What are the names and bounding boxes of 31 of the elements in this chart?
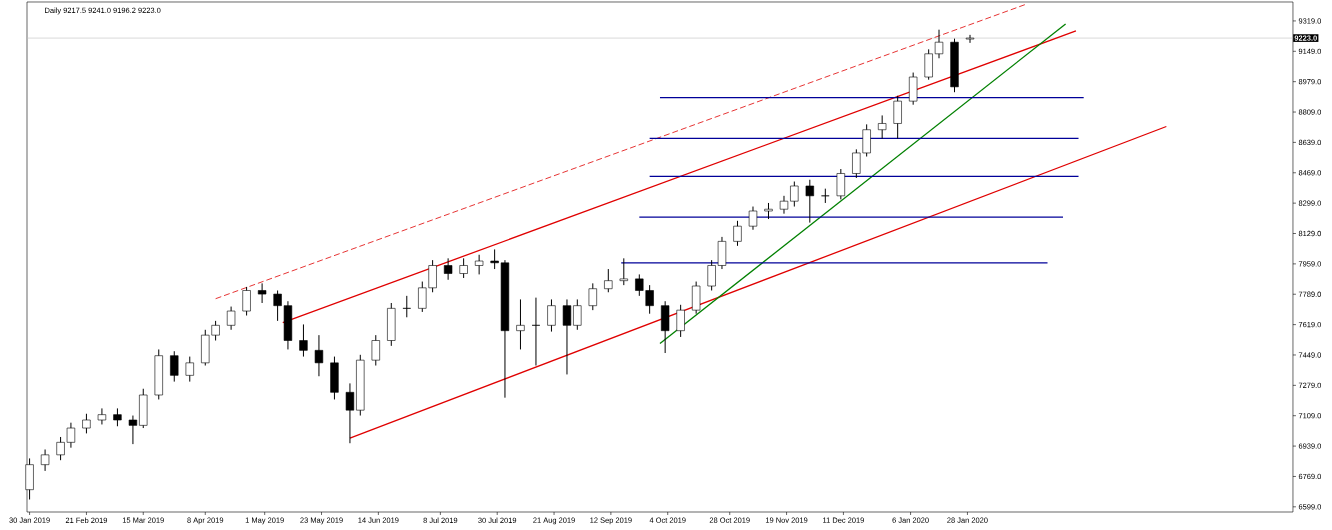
candlestick — [170, 350, 179, 383]
candlestick — [314, 334, 324, 377]
candlestick — [965, 34, 975, 44]
candlestick — [588, 282, 597, 311]
candlestick — [371, 334, 380, 367]
candlestick — [805, 179, 814, 224]
candlestick — [547, 298, 556, 333]
candlestick — [242, 286, 251, 316]
candlestick — [604, 268, 613, 293]
candlestick — [185, 356, 194, 383]
candlestick — [40, 448, 50, 472]
candlestick — [97, 407, 107, 425]
candlestick — [676, 304, 685, 338]
candlestick — [443, 257, 453, 281]
candlestick — [573, 298, 582, 331]
candlestick — [516, 298, 525, 350]
candlestick — [226, 306, 236, 331]
candlestick — [474, 254, 484, 275]
candlestick — [257, 282, 267, 304]
candlestick — [299, 323, 308, 358]
candlestick — [562, 298, 572, 375]
candlestick — [128, 415, 138, 445]
candlestick — [893, 95, 902, 140]
candlestick — [82, 413, 91, 434]
candlestick — [836, 168, 845, 200]
candlestick — [733, 220, 742, 247]
candlestick — [459, 257, 468, 279]
candlestick — [877, 114, 887, 140]
candlestick — [345, 382, 355, 444]
candlestick — [619, 257, 628, 286]
candlestick — [748, 206, 758, 231]
